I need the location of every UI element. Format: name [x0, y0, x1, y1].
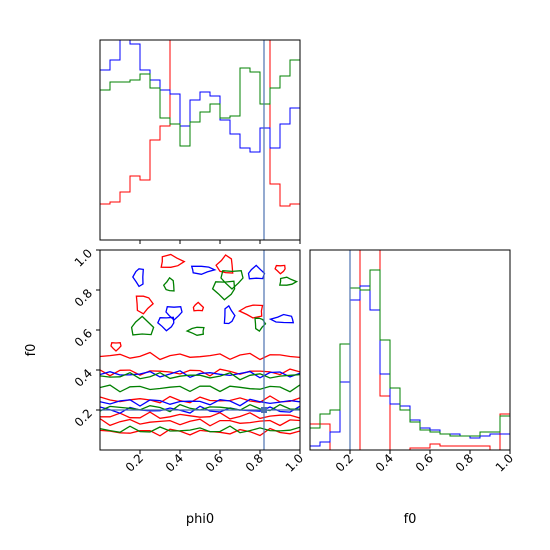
contour-island — [274, 264, 286, 275]
histogram-series-2 — [310, 269, 510, 437]
x-tick-label: 0.6 — [203, 451, 226, 474]
f0-marginal-frame — [309, 249, 511, 451]
y-tick-label: 1.0 — [72, 246, 95, 269]
contour-2-2 — [100, 384, 300, 393]
x-tick-label: 0.8 — [243, 451, 266, 474]
joint-ticks: 0.2 0.4 0.6 0.8 1.0 0.2 0.4 0.6 0.8 1.0 — [72, 246, 306, 474]
contour-island — [135, 295, 154, 315]
x-tick-label: 1.0 — [493, 451, 516, 474]
truth-marker — [261, 407, 267, 413]
contour-island — [223, 304, 236, 325]
f0-histograms — [310, 250, 510, 450]
contour-island — [278, 276, 299, 286]
contour-island — [247, 264, 266, 280]
contour-2-0 — [100, 425, 300, 434]
y-tick-label: 0.6 — [72, 326, 95, 349]
y-tick-label: 0.2 — [72, 406, 95, 429]
contour-0-3 — [100, 395, 300, 404]
y-tick-label: 0.8 — [72, 286, 95, 309]
contour-0-1 — [100, 418, 300, 427]
contour-island — [162, 276, 175, 292]
x-tick-label: 0.4 — [373, 451, 396, 474]
phi0-histograms — [100, 40, 300, 240]
x-tick-label: 0.4 — [163, 451, 186, 474]
contour-island — [211, 280, 236, 301]
joint-xlabel: phi0 — [186, 512, 214, 527]
phi0-marginal-frame — [99, 39, 301, 241]
f0-xlabel: f0 — [404, 512, 417, 527]
contour-lines — [100, 253, 300, 437]
histogram-series-0 — [100, 40, 300, 207]
contour-island — [157, 316, 175, 332]
x-tick-label: 0.6 — [413, 451, 436, 474]
f0-marginal-ticks: 0.2 0.4 0.6 0.8 1.0 — [333, 450, 516, 475]
contour-island — [268, 313, 295, 324]
x-tick-label: 0.8 — [453, 451, 476, 474]
contour-island — [132, 268, 144, 288]
x-tick-label: 1.0 — [283, 451, 306, 474]
joint-ylabel: f0 — [24, 344, 39, 357]
contour-island — [130, 315, 155, 336]
contour-island — [160, 253, 186, 268]
contour-island — [220, 270, 244, 290]
contour-2-3 — [100, 371, 300, 381]
y-tick-label: 0.4 — [72, 366, 95, 389]
x-tick-label: 0.2 — [333, 451, 356, 474]
joint-panel: 0.2 0.4 0.6 0.8 1.0 0.2 0.4 0.6 0.8 1.0 phi0 f0 — [24, 246, 306, 527]
phi0-marginal-ticks — [139, 240, 301, 244]
contour-island — [185, 326, 205, 336]
x-tick-label: 0.2 — [123, 451, 146, 474]
contour-island — [192, 301, 205, 312]
contour-island — [238, 304, 264, 319]
contour-0-5 — [100, 351, 300, 361]
histogram-series-0 — [310, 250, 510, 450]
contour-0-2 — [100, 411, 300, 420]
contour-island — [190, 265, 217, 275]
contour-island — [215, 254, 234, 274]
histogram-series-1 — [310, 285, 510, 447]
contour-island — [254, 317, 267, 332]
contour-island — [110, 342, 122, 352]
contour-1-2 — [100, 370, 300, 379]
f0-marginal-panel: 0.2 0.4 0.6 0.8 1.0 f0 — [309, 249, 516, 527]
joint-frame — [99, 249, 301, 451]
histogram-series-1 — [100, 40, 300, 153]
phi0-marginal-panel — [99, 39, 301, 244]
contour-1-1 — [100, 398, 300, 407]
joint-contours — [100, 250, 300, 450]
contour-0-0 — [100, 427, 300, 437]
contour-0-4 — [100, 368, 300, 377]
contour-island — [165, 306, 183, 321]
histogram-series-2 — [100, 59, 300, 147]
